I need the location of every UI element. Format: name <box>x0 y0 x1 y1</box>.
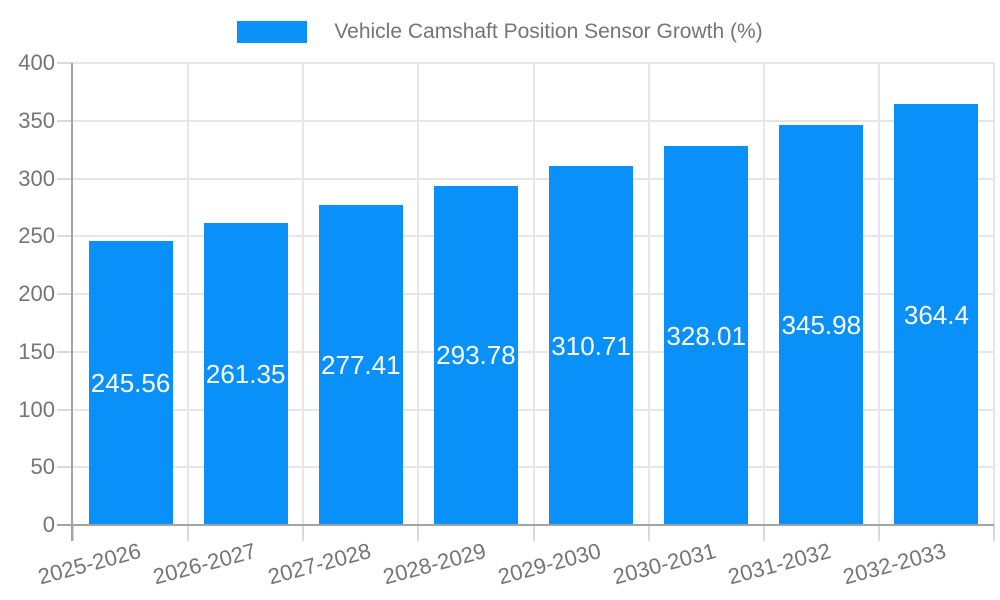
bar-value-label: 245.56 <box>90 368 171 399</box>
x-gridline <box>877 63 880 525</box>
x-axis-line <box>57 524 994 526</box>
bar <box>549 166 634 525</box>
x-gridline <box>762 63 765 525</box>
y-axis-tick <box>57 62 73 64</box>
x-axis-tick <box>417 525 420 541</box>
y-axis-tick <box>57 350 73 353</box>
y-tick-label: 100 <box>18 396 55 422</box>
x-axis-tick <box>993 525 995 541</box>
y-tick-label: 50 <box>30 454 55 480</box>
x-gridline <box>302 63 305 525</box>
y-tick-label: 250 <box>18 223 55 249</box>
y-tick-label: 200 <box>18 281 55 306</box>
bar <box>779 125 864 525</box>
x-gridline <box>647 63 650 525</box>
x-axis-tick <box>302 525 305 541</box>
x-gridline <box>417 63 420 525</box>
x-axis-tick <box>532 525 535 541</box>
y-axis-tick <box>57 408 73 411</box>
y-tick-label: 350 <box>18 107 55 133</box>
bar-value-label: 293.78 <box>436 340 516 371</box>
bar <box>894 104 979 525</box>
y-axis-tick <box>57 466 73 469</box>
y-tick-label: 150 <box>18 338 55 364</box>
x-gridline <box>993 63 995 525</box>
y-tick-label: 400 <box>18 50 55 75</box>
y-axis-tick <box>57 293 73 295</box>
bar-value-label: 261.35 <box>205 359 286 390</box>
x-axis-tick <box>647 525 650 541</box>
x-gridline <box>187 63 190 525</box>
bar-value-label: 364.4 <box>903 299 969 330</box>
legend-swatch-icon <box>237 21 308 43</box>
x-gridline <box>532 63 535 525</box>
bar-value-label: 277.41 <box>321 349 401 380</box>
bar <box>318 204 403 525</box>
bar-value-label: 310.71 <box>551 330 631 361</box>
y-tick-label: 300 <box>18 165 55 191</box>
chart-legend[interactable]: Vehicle Camshaft Position Sensor Growth … <box>0 21 1000 43</box>
y-axis-tick <box>57 235 73 238</box>
bar <box>433 185 518 525</box>
x-axis-tick <box>762 525 765 541</box>
y-axis-tick <box>57 177 73 180</box>
bar-value-label: 328.01 <box>666 320 746 351</box>
y-axis-line <box>71 63 73 541</box>
y-axis-tick <box>57 119 73 122</box>
legend-label: Vehicle Camshaft Position Sensor Growth … <box>334 20 763 43</box>
bar <box>203 223 288 525</box>
x-axis-tick <box>72 525 74 541</box>
x-axis-tick <box>187 525 190 541</box>
y-tick-label: 0 <box>42 512 55 537</box>
x-axis-tick <box>877 525 880 541</box>
bar-value-label: 345.98 <box>781 310 862 341</box>
bar <box>664 146 749 525</box>
bar <box>88 241 173 525</box>
